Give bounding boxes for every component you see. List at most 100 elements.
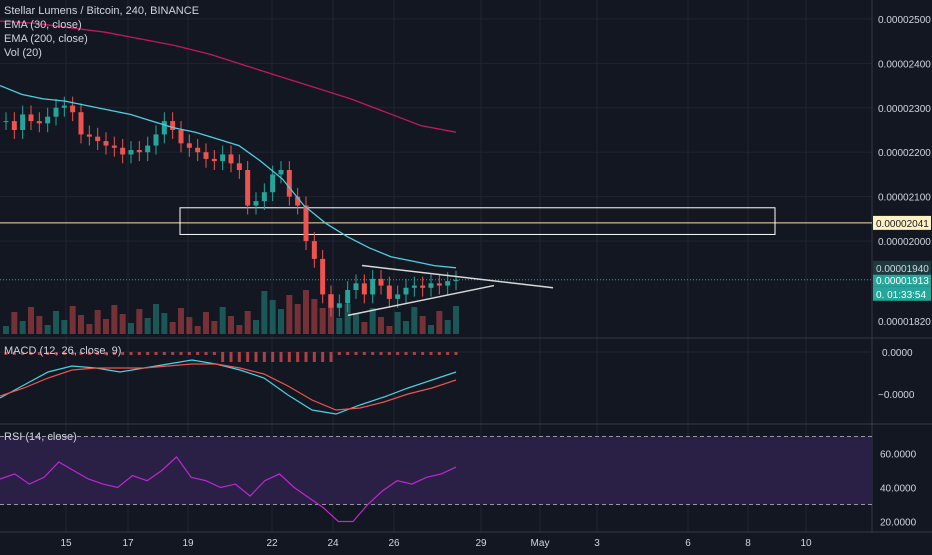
candle-body bbox=[395, 294, 401, 299]
macd-histogram-bar bbox=[121, 352, 125, 355]
candle-body bbox=[45, 116, 51, 124]
macd-histogram-bar bbox=[404, 352, 408, 355]
candle-body bbox=[261, 192, 267, 202]
macd-line bbox=[0, 359, 457, 415]
volume-bar bbox=[386, 326, 393, 334]
macd-histogram-bar bbox=[446, 352, 450, 355]
macd-histogram-bar bbox=[196, 352, 200, 355]
macd-histogram-bar bbox=[271, 352, 275, 362]
candle-body bbox=[411, 285, 417, 288]
macd-histogram-bar bbox=[21, 352, 25, 355]
macd-histogram-bar bbox=[187, 352, 191, 355]
macd-histogram-bar bbox=[4, 352, 8, 355]
macd-histogram-bar bbox=[129, 352, 133, 355]
candle-body bbox=[361, 283, 367, 295]
macd-histogram-bar bbox=[112, 352, 116, 355]
volume-bar bbox=[444, 320, 451, 334]
macd-histogram-bar bbox=[312, 352, 316, 362]
macd-histogram-bar bbox=[37, 352, 41, 355]
macd-histogram-bar bbox=[146, 352, 150, 355]
candle-body bbox=[353, 283, 359, 290]
volume-bar bbox=[78, 315, 84, 334]
volume-bar bbox=[378, 317, 384, 334]
price-tick-label: 0.00002300 bbox=[878, 104, 931, 115]
volume-bar bbox=[453, 306, 459, 334]
time-tick-label: 6 bbox=[685, 538, 691, 549]
time-tick-label: 10 bbox=[800, 538, 812, 549]
volume-bar bbox=[294, 304, 301, 334]
volume-bar bbox=[119, 314, 126, 334]
candle-body bbox=[253, 201, 259, 206]
macd-histogram-bar bbox=[171, 352, 175, 355]
time-tick-label: 19 bbox=[182, 538, 194, 549]
volume-bar bbox=[344, 304, 351, 334]
volume-bar bbox=[278, 309, 284, 334]
volume-bar bbox=[236, 325, 243, 334]
volume-bar bbox=[286, 295, 293, 334]
macd-tick-label: −0.0000 bbox=[878, 390, 915, 401]
candle-body bbox=[428, 283, 434, 288]
highlight-box bbox=[179, 207, 776, 235]
volume-bar bbox=[311, 299, 318, 334]
volume-bar bbox=[411, 307, 418, 334]
price-tick-label: 0.00002200 bbox=[878, 148, 931, 159]
resistance-tag-label: 0.00002041 bbox=[876, 219, 929, 230]
candle-body bbox=[53, 107, 59, 117]
current-price-tag bbox=[873, 272, 931, 287]
countdown-tag bbox=[873, 286, 931, 301]
volume-bar bbox=[186, 317, 193, 334]
macd-histogram-bar bbox=[221, 352, 225, 362]
macd-histogram-bar bbox=[346, 352, 350, 355]
resistance-tag bbox=[873, 215, 931, 230]
price-tick-label: 0.00002400 bbox=[878, 59, 931, 70]
candle-body bbox=[195, 147, 201, 153]
ema30-line bbox=[0, 84, 457, 269]
macd-tick-label: 0.0000 bbox=[882, 348, 913, 359]
volume-bar bbox=[136, 309, 143, 334]
macd-histogram-bar bbox=[162, 352, 166, 355]
macd-histogram-bar bbox=[12, 352, 16, 355]
volume-bar bbox=[53, 311, 59, 334]
candle-body bbox=[453, 279, 459, 282]
candle-body bbox=[303, 205, 309, 242]
volume-bar bbox=[86, 324, 93, 334]
candle-body bbox=[120, 147, 126, 155]
macd-histogram-bar bbox=[137, 352, 141, 355]
candle-body bbox=[178, 130, 184, 144]
macd-histogram-bar bbox=[179, 352, 183, 355]
candle-body bbox=[436, 283, 442, 286]
ema200-line bbox=[0, 20, 457, 133]
candle-body bbox=[145, 145, 151, 153]
price-tick-label: 0.00002500 bbox=[878, 15, 931, 26]
volume-bar bbox=[319, 308, 326, 334]
candle-body bbox=[278, 170, 284, 175]
volume-bar bbox=[361, 322, 368, 334]
legend-rsi: RSI (14, close) bbox=[4, 431, 77, 443]
candle-body bbox=[211, 158, 217, 162]
macd-histogram-bar bbox=[421, 352, 425, 355]
macd-legend: MACD (12, 26, close, 9) bbox=[4, 344, 121, 358]
macd-histogram-bar bbox=[354, 352, 358, 355]
candle-body bbox=[386, 285, 392, 299]
volume-bar bbox=[3, 326, 9, 334]
volume-bar bbox=[303, 290, 309, 334]
candle-body bbox=[370, 278, 376, 295]
ema30-tag bbox=[873, 260, 931, 275]
macd-histogram-bar bbox=[329, 352, 333, 362]
macd-histogram-bar bbox=[229, 352, 233, 362]
volume-bar bbox=[336, 318, 343, 334]
candle-body bbox=[11, 121, 17, 130]
rsi-tick-label: 60.0000 bbox=[880, 450, 917, 461]
candle-body bbox=[128, 150, 134, 155]
time-tick-label: May bbox=[531, 538, 550, 549]
volume-bar bbox=[253, 320, 259, 334]
macd-histogram-bar bbox=[237, 352, 241, 362]
time-tick-label: 3 bbox=[594, 538, 600, 549]
macd-histogram-bar bbox=[454, 352, 458, 355]
macd-histogram-bar bbox=[154, 352, 158, 355]
candle-body bbox=[286, 170, 292, 197]
ema30-tag-label: 0.00001940 bbox=[876, 264, 929, 275]
time-tick-label: 24 bbox=[327, 538, 339, 549]
